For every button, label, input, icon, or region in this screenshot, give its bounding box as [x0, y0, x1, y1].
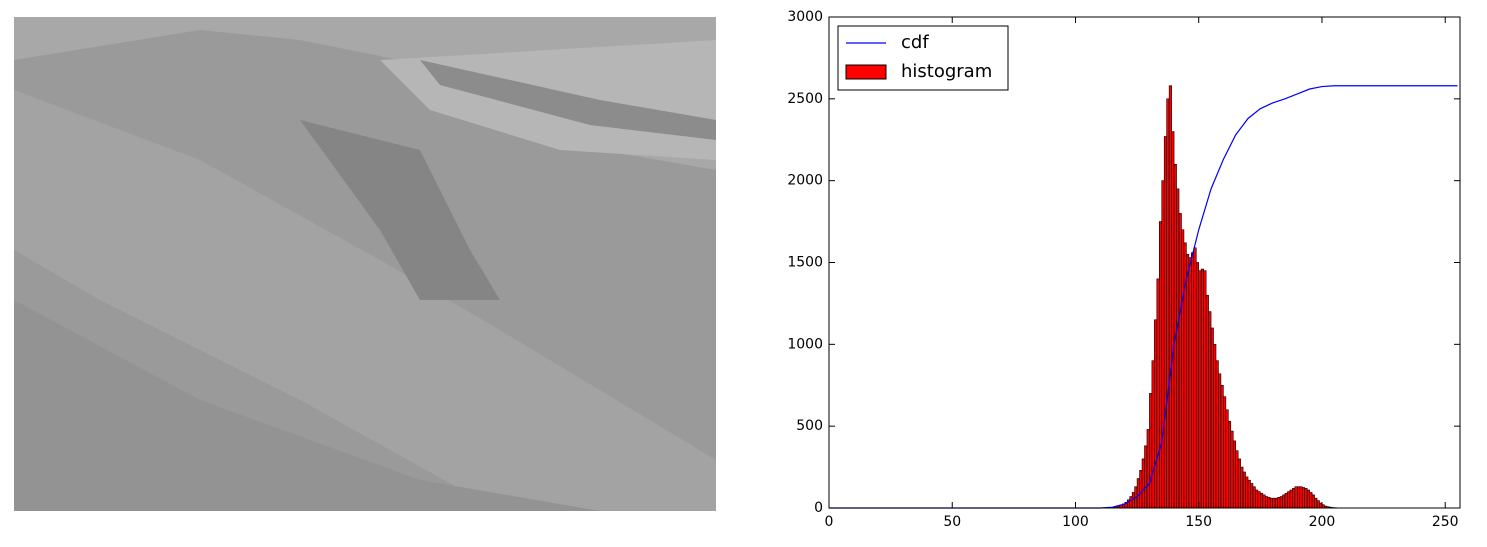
histogram-bar [1223, 397, 1225, 508]
histogram-bar [1315, 498, 1317, 508]
histogram-bar [1221, 385, 1223, 508]
histogram-bar [1270, 498, 1272, 508]
histogram-bar [1214, 344, 1216, 508]
histogram-bar [1149, 393, 1151, 508]
x-tick-label: 250 [1432, 514, 1459, 530]
histogram-bar [1285, 493, 1287, 508]
histogram-bar [1218, 374, 1220, 508]
y-tick-label: 500 [796, 418, 823, 434]
legend-label: cdf [901, 32, 929, 53]
histogram-bar [1199, 271, 1201, 508]
legend-label: histogram [901, 61, 992, 82]
histogram-bar [1290, 490, 1292, 508]
histogram-bar [1142, 459, 1144, 508]
histogram-bar [1280, 497, 1282, 508]
histogram-bar [1292, 488, 1294, 508]
histogram-bar [1154, 320, 1156, 508]
histogram-bar [1263, 495, 1265, 508]
histogram-bar [1307, 490, 1309, 508]
histogram-bar [1253, 487, 1255, 508]
histogram-bar [1255, 490, 1257, 508]
histogram-bar [1283, 495, 1285, 508]
x-tick-label: 150 [1185, 514, 1212, 530]
y-tick-label: 2000 [787, 173, 823, 189]
histogram-bar [1241, 467, 1243, 508]
histogram-bar [1258, 492, 1260, 508]
histogram-bar [1167, 99, 1169, 508]
histogram-bar [1246, 477, 1248, 508]
histogram-bar [1243, 472, 1245, 508]
landscape-image [14, 17, 716, 511]
cdf-line [829, 86, 1458, 508]
y-tick-label: 2500 [787, 91, 823, 107]
histogram-bar [1297, 487, 1299, 508]
histogram-bar [1206, 295, 1208, 508]
histogram-bar [1211, 328, 1213, 508]
histogram-bar [1273, 498, 1275, 508]
histogram-bar [1209, 312, 1211, 508]
legend-swatch [846, 65, 886, 79]
histogram-bar [1204, 271, 1206, 508]
x-tick-label: 200 [1309, 514, 1336, 530]
histogram-bar [1157, 279, 1159, 508]
histogram-bar [1196, 263, 1198, 509]
histogram-bar [1216, 361, 1218, 508]
histogram-bar [1140, 470, 1142, 508]
histogram-bar [1265, 497, 1267, 508]
histogram-bar [1228, 421, 1230, 508]
histogram-bar [1268, 497, 1270, 508]
histogram-bar [1295, 487, 1297, 508]
histogram-bar [1278, 497, 1280, 508]
histogram-bar [1169, 86, 1171, 508]
histogram-bar [1305, 488, 1307, 508]
histogram-bar [1250, 483, 1252, 508]
histogram-bar [1177, 189, 1179, 508]
histogram-bar [1248, 480, 1250, 508]
histogram-bar [1300, 487, 1302, 508]
y-tick-label: 1500 [787, 255, 823, 271]
histogram-bar [1312, 495, 1314, 508]
histogram-bar [1179, 213, 1181, 508]
histogram-bar [1159, 222, 1161, 508]
histogram-bar [1236, 451, 1238, 508]
histogram-bar [1145, 446, 1147, 508]
histogram-bar [1164, 136, 1166, 508]
y-tick-label: 3000 [787, 9, 823, 25]
histogram-bar [1260, 493, 1262, 508]
histogram-bar [1172, 132, 1174, 508]
histogram-bar [1233, 441, 1235, 508]
histogram-bar [1231, 431, 1233, 508]
x-tick-label: 0 [825, 514, 834, 530]
histogram-bar [1238, 459, 1240, 508]
histogram-bar [1317, 501, 1319, 508]
histogram-bar [1147, 429, 1149, 508]
histogram-bar [1191, 253, 1193, 508]
histogram-bar [1287, 492, 1289, 508]
histogram-bar [1137, 479, 1139, 508]
y-tick-label: 1000 [787, 336, 823, 352]
histogram-bar [1162, 181, 1164, 508]
histogram-bar [1130, 497, 1132, 508]
histogram-bar [1310, 492, 1312, 508]
histogram-bar [1189, 258, 1191, 508]
histogram-bar [1186, 254, 1188, 508]
x-tick-label: 50 [943, 514, 961, 530]
plot-frame [829, 17, 1460, 508]
histogram-bar [1181, 230, 1183, 508]
histogram-bar [1275, 498, 1277, 508]
histogram-bar [1152, 361, 1154, 508]
histogram-bar [1132, 492, 1134, 508]
histogram-bar [1302, 488, 1304, 508]
histogram-bar [1201, 269, 1203, 508]
x-tick-label: 100 [1062, 514, 1089, 530]
histogram-bar [1194, 248, 1196, 508]
histogram-bar [1226, 410, 1228, 508]
y-tick-label: 0 [814, 500, 823, 516]
